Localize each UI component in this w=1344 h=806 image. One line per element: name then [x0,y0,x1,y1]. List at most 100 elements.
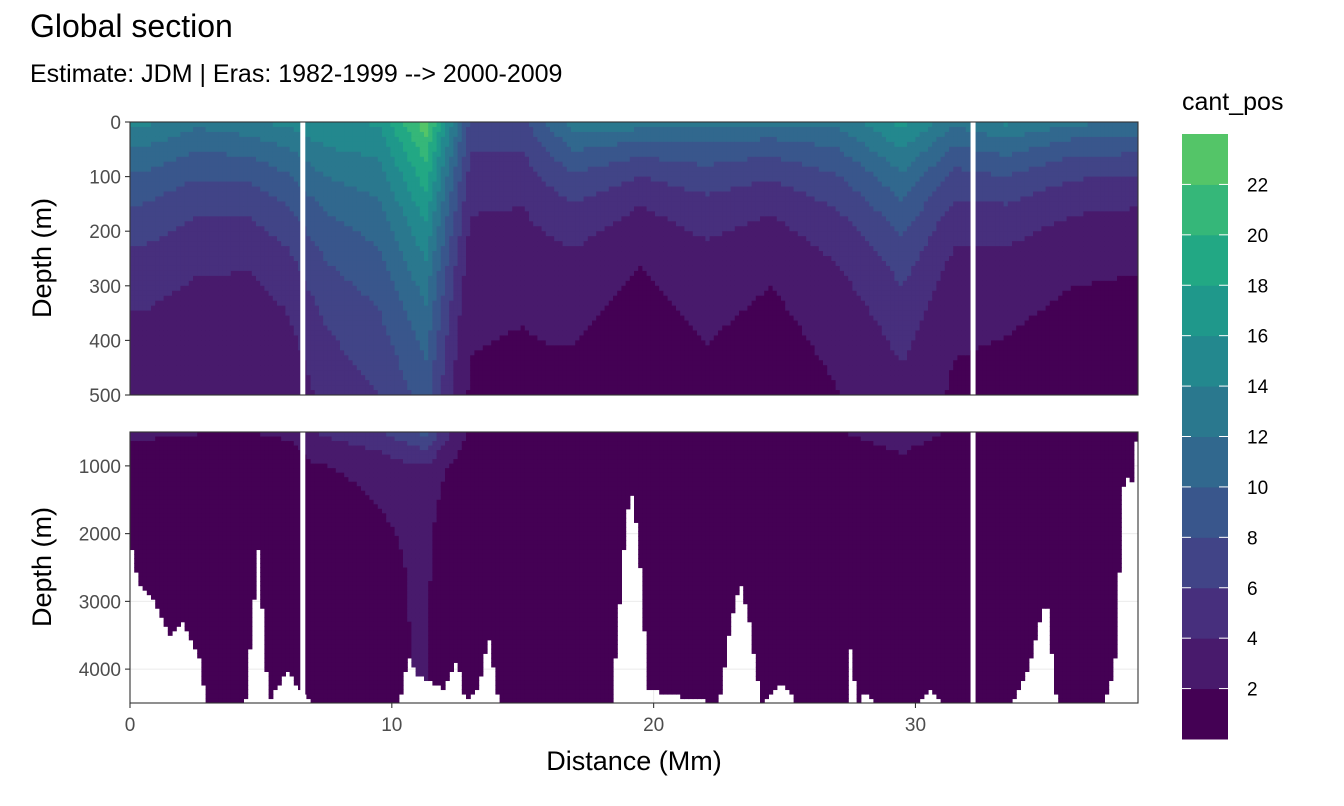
heatmap-cell [172,166,177,173]
heatmap-cell [310,360,316,366]
heatmap-cell [172,206,177,212]
heatmap-cell [386,290,391,297]
heatmap-cell [281,196,286,203]
heatmap-cell [172,300,177,307]
heatmap-cell [209,310,215,317]
heatmap-cell [335,171,341,178]
heatmap-cell [503,161,509,168]
heatmap-cell [478,171,484,178]
heatmap-cell [230,375,236,381]
heatmap-cell [209,365,215,371]
heatmap-cell [205,370,211,376]
heatmap-cell [348,251,354,257]
heatmap-cell [184,340,190,346]
heatmap-cell [222,211,228,217]
heatmap-cell [466,122,471,128]
heatmap-cell [335,251,341,257]
heatmap-cell [285,290,291,297]
heatmap-cell [214,186,219,193]
heatmap-cell [428,350,433,356]
heatmap-cell [436,260,442,267]
heatmap-cell [419,156,425,163]
heatmap-cell [281,345,286,351]
heatmap-cell [142,320,148,327]
heatmap-cell [285,295,291,302]
heatmap-cell [340,305,345,312]
heatmap-cell [268,196,274,203]
heatmap-cell [482,161,488,168]
heatmap-cell [394,171,400,178]
heatmap-cell [306,236,312,242]
heatmap-cell [390,126,396,133]
heatmap-cell [138,300,144,307]
heatmap-cell [503,390,509,395]
heatmap-cell [373,241,379,247]
heatmap-cell [251,355,257,361]
heatmap-cell [461,260,467,267]
heatmap-cell [289,161,295,168]
heatmap-cell [172,365,177,371]
heatmap-cell [289,206,295,212]
heatmap-cell [247,166,253,173]
heatmap-cell [243,236,249,242]
heatmap-cell [466,231,471,237]
heatmap-cell [285,335,291,341]
heatmap-cell [197,236,202,242]
heatmap-cell [218,196,223,203]
heatmap-cell [314,211,320,217]
heatmap-cell [201,146,207,153]
heatmap-cell [482,211,488,217]
heatmap-cell [214,320,219,327]
heatmap-cell [365,375,370,381]
heatmap-cell [151,246,156,252]
heatmap-cell [130,355,135,361]
heatmap-cell [172,171,177,178]
heatmap-cell [306,122,312,128]
heatmap-cell [348,365,354,371]
heatmap-cell [293,380,299,386]
heatmap-cell [453,122,459,128]
heatmap-cell [361,176,366,183]
heatmap-cell [390,256,396,262]
heatmap-cell [482,136,488,143]
heatmap-cell [319,216,324,222]
heatmap-cell [335,385,341,391]
heatmap-cell [235,176,240,183]
heatmap-cell [352,310,358,317]
heatmap-cell [205,131,211,138]
heatmap-cell [428,375,433,381]
heatmap-cell [344,246,349,252]
heatmap-cell [352,365,358,371]
heatmap-cell [369,151,375,158]
heatmap-cell [407,226,412,232]
heatmap-cell [222,196,228,203]
heatmap-cell [503,355,509,361]
heatmap-cell [403,231,408,237]
heatmap-cell [218,136,223,143]
heatmap-cell [172,330,177,337]
heatmap-cell [163,270,169,277]
heatmap-cell [235,122,240,128]
heatmap-cell [163,171,169,178]
heatmap-cell [138,196,144,203]
heatmap-cell [264,340,270,346]
heatmap-cell [151,236,156,242]
heatmap-cell [281,156,286,163]
heatmap-cell [369,335,375,341]
heatmap-cell [319,251,324,257]
heatmap-cell [268,226,274,232]
heatmap-cell [319,221,324,227]
heatmap-cell [428,166,433,173]
heatmap-cell [264,216,270,222]
heatmap-cell [352,300,358,307]
heatmap-cell [197,131,202,138]
heatmap-cell [247,315,253,322]
heatmap-cell [335,201,341,207]
heatmap-cell [369,181,375,188]
heatmap-cell [382,191,387,198]
heatmap-cell [226,385,232,391]
heatmap-cell [457,181,463,188]
heatmap-cell [440,191,446,198]
heatmap-cell [188,211,194,217]
heatmap-cell [361,256,366,262]
